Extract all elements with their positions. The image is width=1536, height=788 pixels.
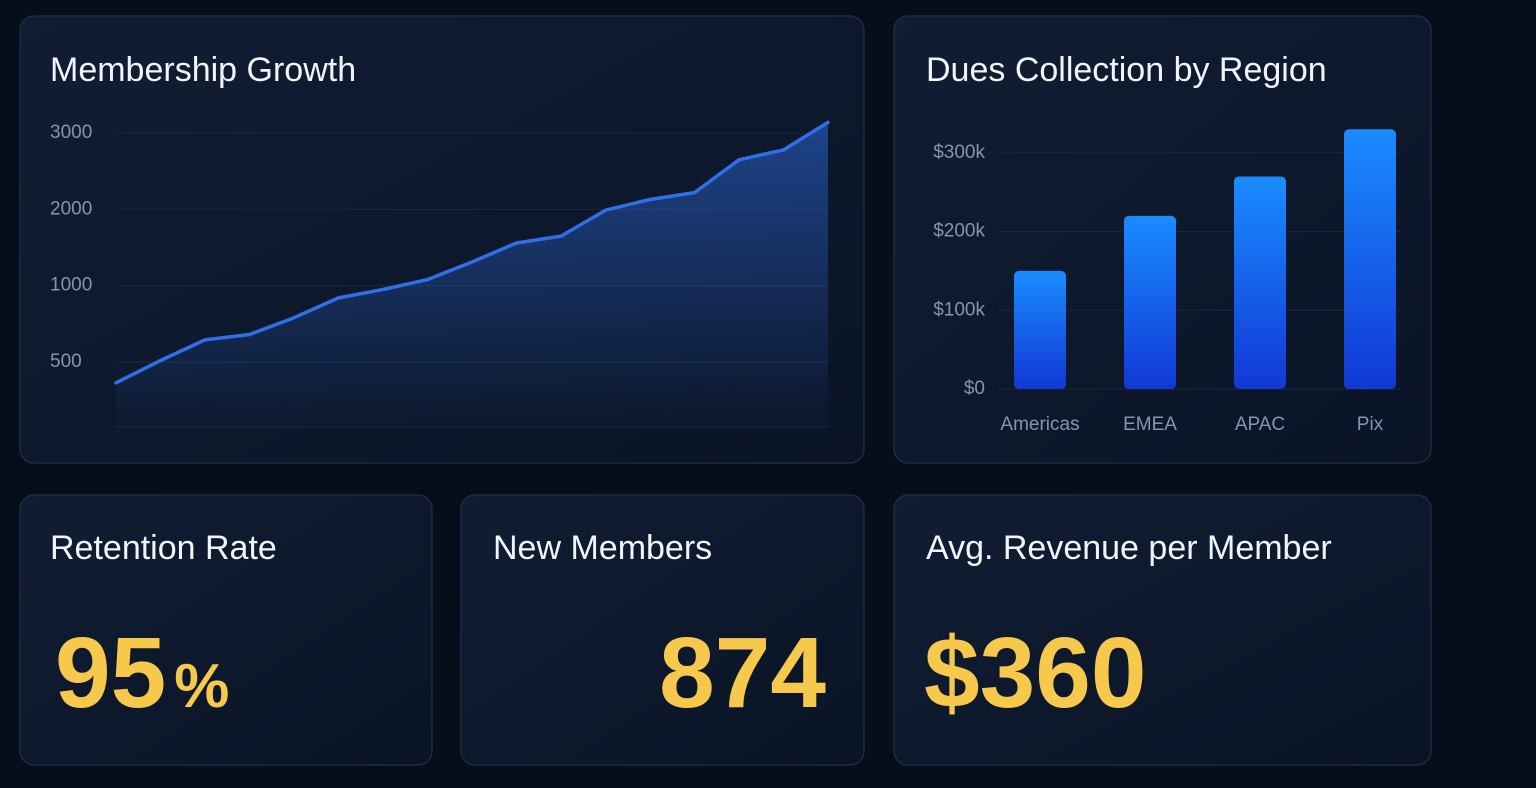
kpi-card <box>460 494 865 766</box>
y-tick-label: 500 <box>50 351 82 372</box>
kpi-title: New Members <box>493 529 712 567</box>
kpi-value: $360 <box>924 617 1146 729</box>
kpi-value: 874 <box>659 617 826 729</box>
bar <box>1014 270 1066 389</box>
x-tick-label: Pix <box>1357 414 1384 435</box>
kpi-card <box>19 494 433 766</box>
kpi-card <box>893 494 1432 766</box>
y-tick-label: 3000 <box>50 122 92 143</box>
y-tick-label: 2000 <box>50 198 92 219</box>
chart-title: Dues Collection by Region <box>926 51 1327 89</box>
area <box>116 122 828 428</box>
y-tick-label: $300k <box>933 142 985 163</box>
kpi-title: Avg. Revenue per Member <box>926 529 1332 567</box>
y-tick-label: 1000 <box>50 275 92 296</box>
kpi-value: 95 <box>55 617 166 729</box>
chart-title: Membership Growth <box>50 51 356 89</box>
bar <box>1124 215 1176 389</box>
x-tick-label: EMEA <box>1123 414 1177 435</box>
x-tick-label: Americas <box>1000 414 1079 435</box>
x-tick-label: APAC <box>1235 414 1285 435</box>
kpi-title: Retention Rate <box>50 529 277 567</box>
bar <box>1344 129 1396 389</box>
bar <box>1234 176 1286 389</box>
kpi-unit: % <box>174 652 229 721</box>
y-tick-label: $0 <box>964 378 985 399</box>
line <box>114 120 830 385</box>
y-tick-label: $200k <box>933 221 985 242</box>
y-tick-label: $100k <box>933 299 985 320</box>
